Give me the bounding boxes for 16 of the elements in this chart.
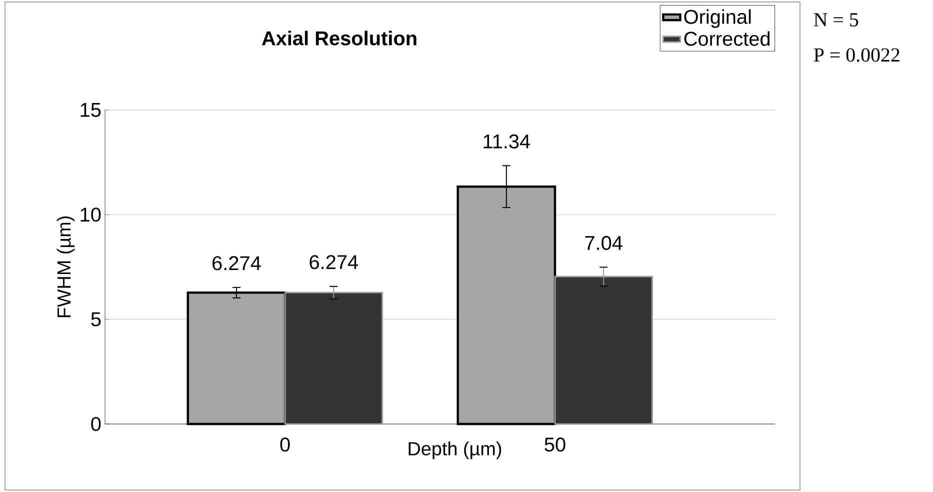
y-axis-title: FWHM (µm) <box>56 216 74 318</box>
text: N = 5 <box>814 13 858 26</box>
legend-label: Corrected <box>684 31 770 46</box>
data-label: 6.274 <box>310 255 358 270</box>
legend-label: Original <box>684 9 751 28</box>
y-tick-label: 10 <box>80 208 101 222</box>
x-axis-title: Depth (µm) <box>408 442 502 460</box>
y-tick-label: 15 <box>80 103 101 117</box>
text: P = 0.0022 <box>814 48 900 62</box>
chart-title: Axial Resolution <box>262 30 416 46</box>
data-label: 11.34 <box>484 134 530 148</box>
y-tick-label: 0 <box>91 416 101 432</box>
data-label: 6.274 <box>212 256 261 270</box>
y-tick-label: 5 <box>91 312 101 326</box>
data-label: 7.04 <box>585 236 622 250</box>
x-tick-label: 50 <box>544 438 566 452</box>
